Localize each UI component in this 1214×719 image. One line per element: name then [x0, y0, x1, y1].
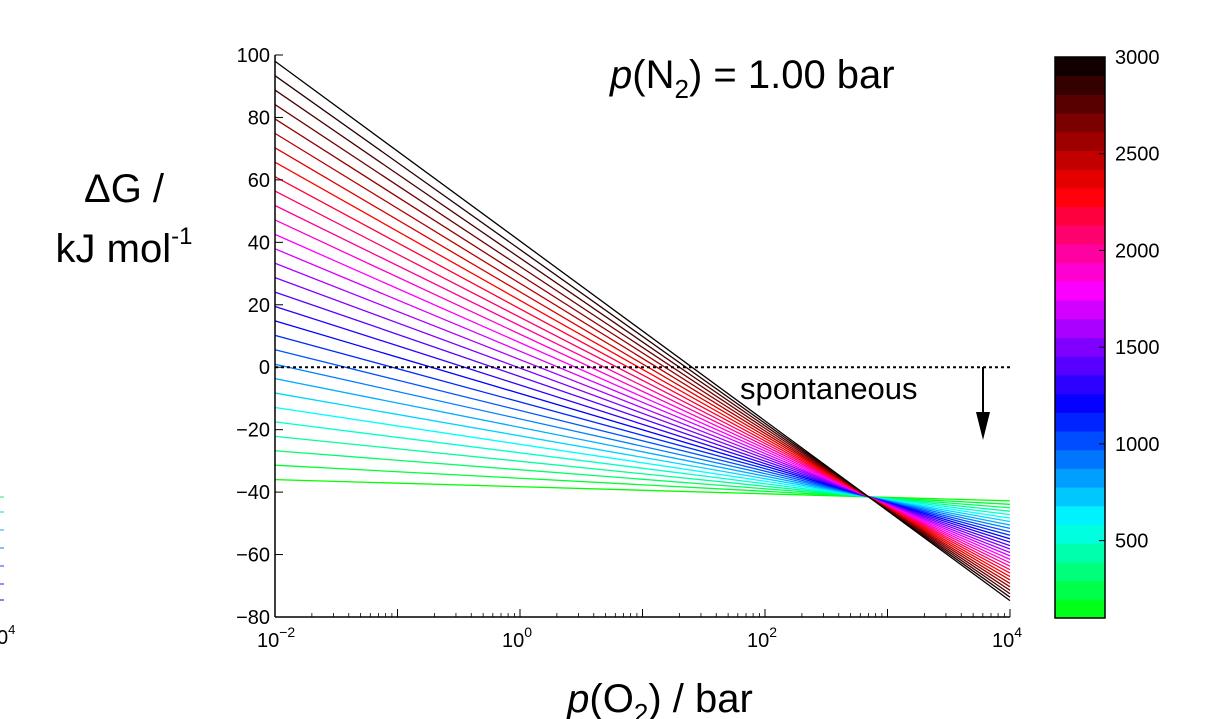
series-line-200 — [274, 464, 1011, 505]
chart-title: p(N2) = 1.00 bar — [609, 53, 895, 104]
series-line-700 — [274, 392, 1011, 523]
colorbar-tick-label: 2500 — [1115, 144, 1160, 166]
edge-fragment-label: 04 — [0, 622, 15, 649]
colorbar-segment — [1055, 524, 1105, 544]
colorbar-tick-label: 2000 — [1115, 240, 1160, 262]
colorbar-segment — [1055, 206, 1105, 226]
y-tick-label: 20 — [248, 295, 270, 317]
y-tick-label: −80 — [236, 607, 270, 629]
down-arrow-icon — [976, 367, 990, 440]
colorbar-segment — [1055, 374, 1105, 395]
colorbar-segment — [1055, 57, 1105, 77]
colorbar-segment — [1055, 131, 1105, 151]
colorbar-segment — [1055, 487, 1105, 507]
y-tick-label: 0 — [259, 357, 270, 379]
colorbar-segment — [1055, 75, 1105, 95]
colorbar-frame — [1054, 56, 1106, 619]
series-line-400 — [274, 435, 1011, 512]
colorbar: 500 1000 1500 2000 2500 3000 — [1054, 47, 1160, 619]
series-line-1600 — [274, 262, 1011, 554]
series-line-2300 — [274, 161, 1011, 578]
colorbar-segment — [1055, 468, 1105, 488]
colorbar-segment — [1055, 94, 1105, 114]
x-axis-label: p(O2) / bar — [566, 677, 753, 719]
colorbar-segment — [1055, 337, 1105, 357]
y-tick-label: 100 — [237, 45, 270, 67]
colorbar-segment — [1055, 505, 1105, 525]
series-line-1500 — [274, 277, 1011, 550]
colorbar-tick-label: 500 — [1115, 531, 1148, 553]
colorbar-segment — [1055, 561, 1105, 582]
colorbar-segment — [1055, 150, 1105, 170]
axes — [274, 54, 1011, 618]
colorbar-segment — [1055, 262, 1105, 282]
y-tick-label: 80 — [248, 107, 270, 129]
x-tick-label: 102 — [747, 624, 777, 652]
colorbar-segment — [1055, 225, 1105, 245]
series-line-100 — [274, 478, 1011, 502]
colorbar-segment — [1055, 113, 1105, 133]
series-line-3000 — [274, 60, 1011, 602]
colorbar-tick-label: 1000 — [1115, 434, 1160, 456]
colorbar-segment — [1055, 356, 1105, 376]
series-line-300 — [274, 450, 1011, 509]
colorbar-segment — [1055, 187, 1105, 208]
colorbar-segment — [1055, 244, 1105, 264]
spontaneous-annotation: spontaneous — [740, 371, 918, 406]
x-tick-label: 100 — [502, 624, 532, 652]
colorbar-segment — [1055, 393, 1105, 413]
colorbar-segment — [1055, 169, 1105, 189]
colorbar-segment — [1055, 543, 1105, 563]
colorbar-tick-label: 1500 — [1115, 337, 1160, 359]
y-tick-label: −20 — [236, 420, 270, 442]
y-tick-label: 40 — [248, 232, 270, 254]
colorbar-segment — [1055, 431, 1105, 451]
y-tick-label: −60 — [236, 545, 270, 567]
y-tick-label: −40 — [236, 482, 270, 504]
y-axis-label-line2: kJ mol-1 — [56, 223, 193, 271]
x-tick-label: 10−2 — [257, 624, 295, 652]
x-tick-label: 104 — [992, 624, 1022, 652]
y-tick-label: 60 — [248, 170, 270, 192]
colorbar-segment — [1055, 300, 1105, 320]
series-lines — [274, 60, 1011, 602]
colorbar-tick-label: 3000 — [1115, 47, 1160, 69]
y-axis-label-line1: ΔG / — [84, 167, 165, 211]
colorbar-segment — [1055, 412, 1105, 432]
colorbar-segment — [1055, 318, 1105, 338]
edge-fragment: 04 — [0, 496, 15, 649]
colorbar-segment — [1055, 580, 1105, 600]
colorbar-segment — [1055, 449, 1105, 469]
colorbar-segment — [1055, 599, 1105, 619]
colorbar-segment — [1055, 281, 1105, 301]
series-line-1400 — [274, 291, 1011, 547]
